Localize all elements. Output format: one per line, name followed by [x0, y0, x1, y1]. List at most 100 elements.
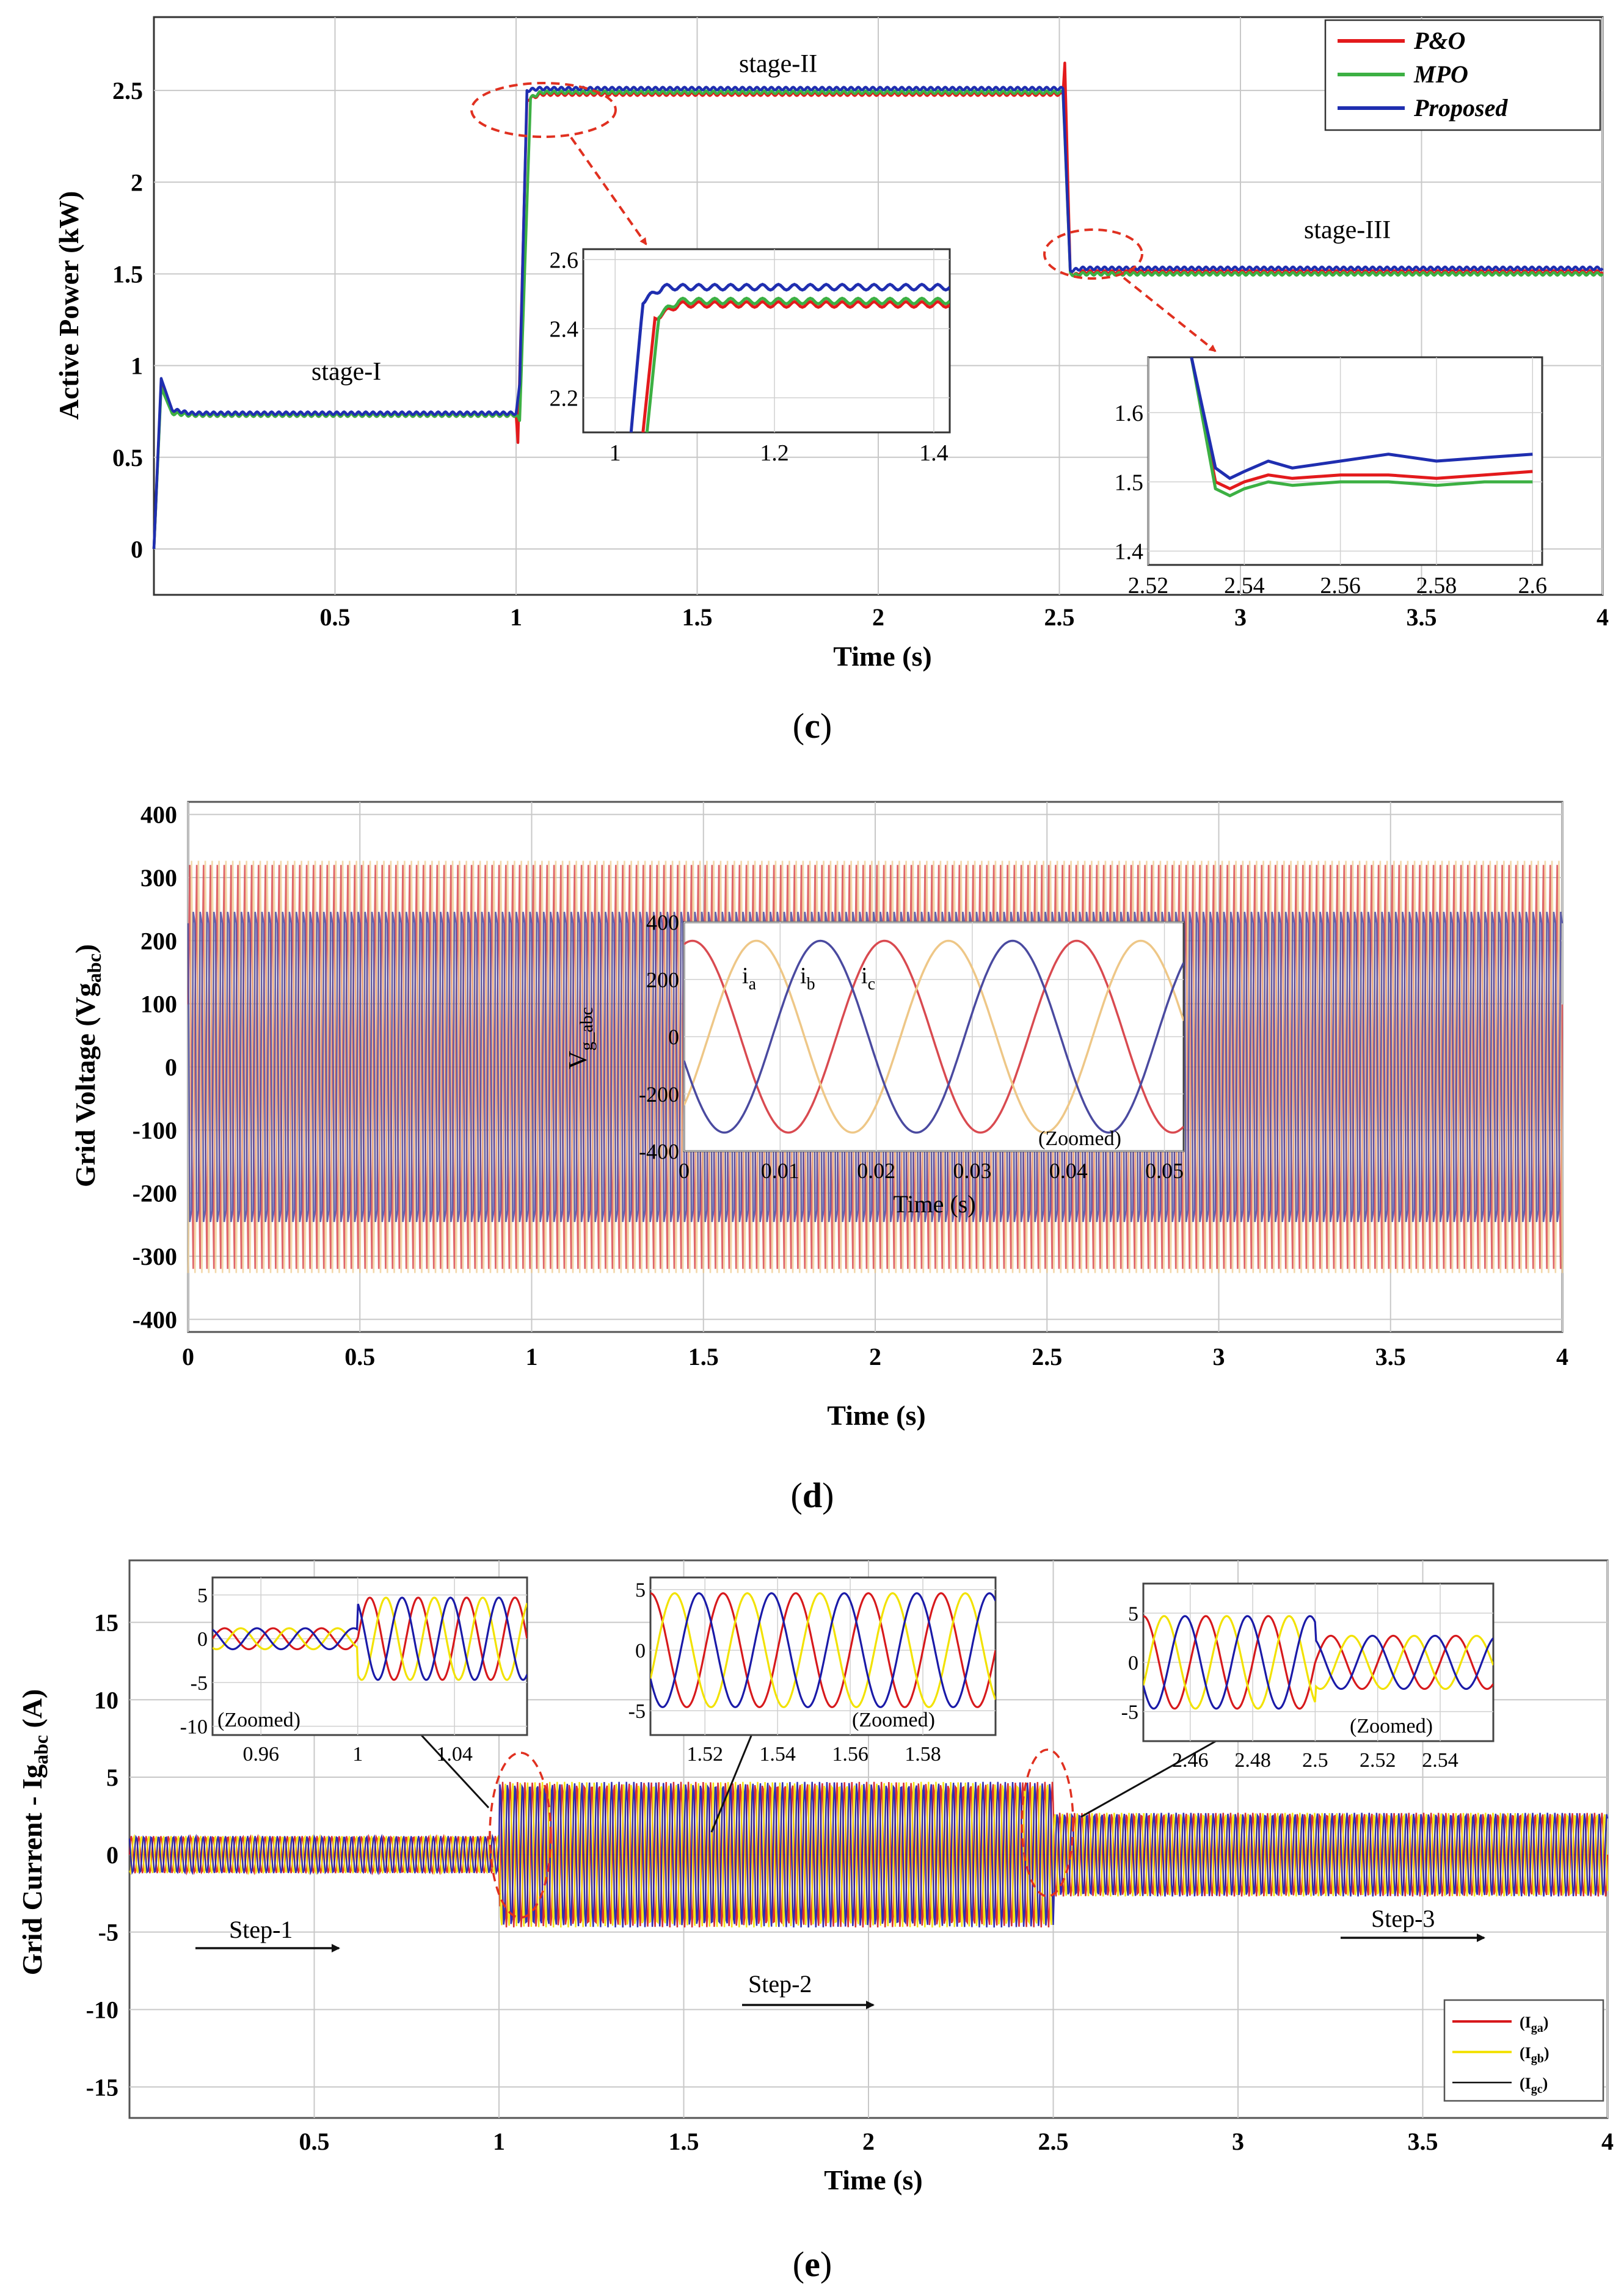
x-tick-label: 3 — [1234, 603, 1247, 631]
inset-e2-series-igb — [650, 1592, 996, 1708]
inset-d-x-tick-label: 0.03 — [953, 1159, 991, 1183]
panel-e-x-ticks: 0.5 1 1.5 2 2.5 3 3.5 4 — [299, 2128, 1614, 2155]
inset-e2-y-tick-label: 0 — [635, 1640, 646, 1662]
y-tick-label: 2.5 — [112, 77, 143, 104]
panel-d-y-label-sub: abc — [83, 953, 105, 983]
inset-e3-x-tick-label: 2.5 — [1302, 1749, 1328, 1772]
panel-e-caption: (e) — [793, 2244, 832, 2284]
y-tick-label: 15 — [94, 1609, 118, 1636]
y-tick-label: 1.5 — [112, 260, 143, 288]
panel-e-x-axis-label: Time (s) — [824, 2164, 922, 2196]
inset-e1-y-tick-label: 5 — [197, 1585, 208, 1607]
legend-e-label-igc: (Igc) — [1520, 2075, 1548, 2096]
x-tick-label: 0 — [182, 1343, 194, 1370]
inset-e2-series-igc — [650, 1592, 996, 1709]
panel-d-x-axis-label: Time (s) — [827, 1400, 925, 1431]
inset-c2-series-po — [1190, 357, 1533, 490]
inset-e2-x-tick-label: 1.56 — [832, 1743, 868, 1766]
legend-e-box — [1443, 1999, 1604, 2102]
inset-e1-series-igc — [213, 1596, 527, 1681]
inset-c2-y-tick-label: 1.5 — [1115, 470, 1144, 495]
x-tick-label: 0.5 — [320, 603, 351, 631]
inset-c2-x-tick-label: 2.54 — [1224, 573, 1265, 598]
y-tick-label: 300 — [140, 864, 177, 892]
panel-c-inset-stage-ii: 1 1.2 1.4 2.2 2.4 2.6 — [550, 247, 951, 466]
legend-c-label-po: P&O — [1413, 27, 1465, 54]
inset-e2-x-tick-label: 1.54 — [759, 1743, 796, 1766]
series-line-igb — [128, 1781, 1609, 1928]
panel-e-y-ticks: -15 -10 -5 0 5 10 15 — [86, 1609, 118, 2101]
x-tick-label: 0.5 — [299, 2128, 330, 2155]
series-line-igc — [128, 1781, 1609, 1928]
inset-d-y-tick-label: 400 — [646, 911, 679, 935]
inset-e1-content: 0.96 1 1.04 -10 -5 0 5 (Zoomed) — [180, 1577, 527, 1766]
inset-e3-series-igc — [1143, 1615, 1493, 1710]
panel-c-inset-stage-iii: 2.52 2.54 2.56 2.58 2.6 1.4 1.5 1.6 — [1115, 356, 1548, 598]
inset-c2-x-tick-label: 2.6 — [1518, 573, 1548, 598]
inset-e1-x-tick-label: 1.04 — [436, 1743, 473, 1766]
inset-c2-y-tick-label: 1.4 — [1115, 539, 1144, 565]
series-line-iga — [128, 1781, 1609, 1928]
x-tick-label: 1.5 — [669, 2128, 699, 2155]
legend-e-iga-sub: ga — [1531, 2021, 1543, 2035]
panel-d-y-axis-label: Grid Voltage (Vgabc) — [70, 944, 105, 1187]
inset-e3-x-tick-label: 2.46 — [1172, 1749, 1209, 1772]
inset-d-y-tick-label: -200 — [639, 1082, 679, 1107]
panel-e-y-label-main: Grid Current - Ig — [16, 1764, 48, 1975]
inset-d-phase-label: ib — [800, 963, 815, 994]
inset-d-x-tick-label: 0 — [679, 1159, 690, 1183]
inset-c1-y-tick-label: 2.6 — [550, 247, 579, 273]
inset-d-x-tick-label: 0.02 — [857, 1159, 895, 1183]
y-tick-label: 200 — [140, 927, 177, 955]
inset-e2-content: 1.52 1.54 1.56 1.58 -5 0 5 (Zoomed) — [628, 1577, 996, 1766]
inset-e3-content: 2.46 2.48 2.5 2.52 2.54 -5 0 5 (Zoomed) — [1121, 1584, 1493, 1772]
legend-e-igb-main: (I — [1520, 2044, 1531, 2062]
panel-c-caption: (c) — [793, 706, 832, 746]
inset-e3-zoomed-note: (Zoomed) — [1350, 1715, 1433, 1737]
x-tick-label: 4 — [1556, 1343, 1568, 1370]
x-tick-label: 1.5 — [688, 1343, 719, 1370]
panel-c-caption-letter: c — [804, 706, 820, 746]
panel-e-series — [128, 1781, 1609, 1928]
y-tick-label: -100 — [133, 1116, 177, 1144]
x-tick-label: 3 — [1213, 1343, 1225, 1370]
x-tick-label: 1 — [493, 2128, 505, 2155]
inset-d-y-label: Vg_abc — [564, 1007, 597, 1069]
inset-e1-x-tick-label: 1 — [352, 1743, 363, 1766]
inset-e1-zoomed-note: (Zoomed) — [217, 1709, 300, 1731]
y-tick-label: 2 — [131, 169, 143, 196]
annotation-step-3: Step-3 — [1371, 1905, 1435, 1932]
y-tick-label: -300 — [133, 1243, 177, 1270]
annotation-stage-ii: stage-II — [739, 50, 817, 78]
transition-ellipse-step-2-3 — [1021, 1748, 1074, 1897]
transition-ellipse-step-1-2 — [489, 1752, 552, 1919]
panel-c-x-axis-label: Time (s) — [833, 641, 931, 672]
x-tick-label: 2.5 — [1032, 1343, 1062, 1370]
x-tick-label: 3 — [1232, 2128, 1244, 2155]
inset-c1-y-tick-label: 2.4 — [550, 316, 579, 342]
legend-e-igb-sub: gb — [1531, 2052, 1544, 2065]
inset-d-y-tick-label: 200 — [646, 967, 679, 992]
panel-d-x-ticks: 0 0.5 1 1.5 2 2.5 3 3.5 4 — [182, 1343, 1568, 1370]
y-tick-label: 400 — [140, 801, 177, 829]
inset-e3-y-tick-label: 5 — [1128, 1603, 1138, 1625]
annotation-stage-iii: stage-III — [1304, 216, 1391, 244]
inset-d-y-tick-label: 0 — [668, 1025, 679, 1049]
inset-d-series-vga — [684, 939, 1184, 1134]
inset-e1-y-tick-label: 0 — [197, 1628, 208, 1651]
inset-e2-y-tick-label: -5 — [628, 1700, 646, 1723]
panel-e-inset-3: 2.46 2.48 2.5 2.52 2.54 -5 0 5 (Zoomed) — [1121, 1582, 1495, 1772]
series-line-proposed — [152, 85, 1604, 549]
panel-d-caption: (d) — [791, 1475, 834, 1515]
inset-c2-y-tick-label: 1.6 — [1115, 401, 1144, 426]
legend-e-iga-main: (I — [1520, 2014, 1531, 2031]
zoom-ellipse-stage-ii — [470, 82, 617, 138]
annotation-step-2: Step-2 — [748, 1970, 812, 1998]
x-tick-label: 1.5 — [682, 603, 713, 631]
inset-e2-series-iga — [650, 1592, 996, 1709]
y-tick-label: 0.5 — [112, 444, 143, 471]
panel-e-legend: (Iga) (Igb) (Igc) — [1443, 1999, 1604, 2102]
inset-d-phase-label: ic — [861, 963, 875, 994]
inset-c1-y-tick-label: 2.2 — [550, 386, 579, 412]
inset-c1-series-mpo — [645, 296, 950, 432]
